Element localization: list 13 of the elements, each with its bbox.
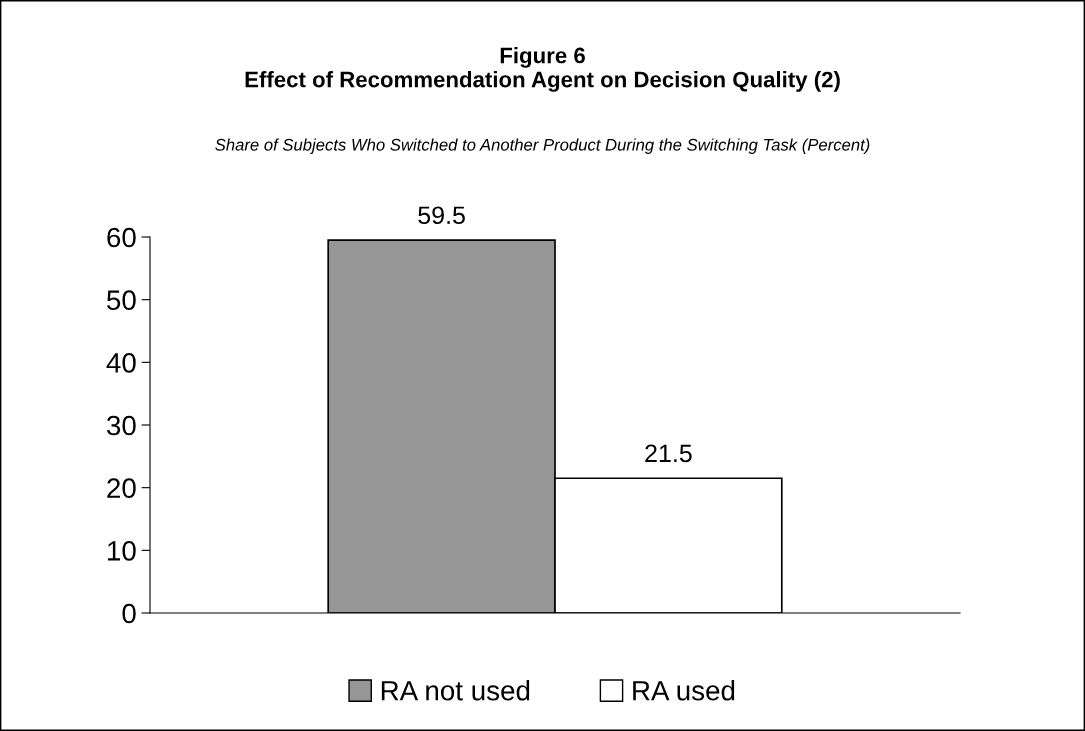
y-tick-label: 20 — [107, 478, 136, 499]
legend-label: RA not used — [381, 680, 530, 701]
y-tick-label: 0 — [122, 603, 136, 624]
y-tick-label: 60 — [107, 227, 136, 248]
chart-subtitle: Share of Subjects Who Switched to Another Product During the Switching Task (Percent) — [215, 138, 870, 154]
data-label: 59.5 — [418, 206, 465, 225]
y-tick-label: 50 — [107, 290, 136, 311]
legend-label: RA used — [633, 680, 735, 701]
data-label: 21.5 — [645, 444, 692, 463]
chart-title: Figure 6 Effect of Recommendation Agent on Decision Quality (2) — [245, 47, 840, 92]
y-tick-label: 30 — [106, 415, 136, 436]
y-tick-label: 40 — [106, 353, 136, 373]
y-tick-label: 10 — [108, 541, 136, 561]
